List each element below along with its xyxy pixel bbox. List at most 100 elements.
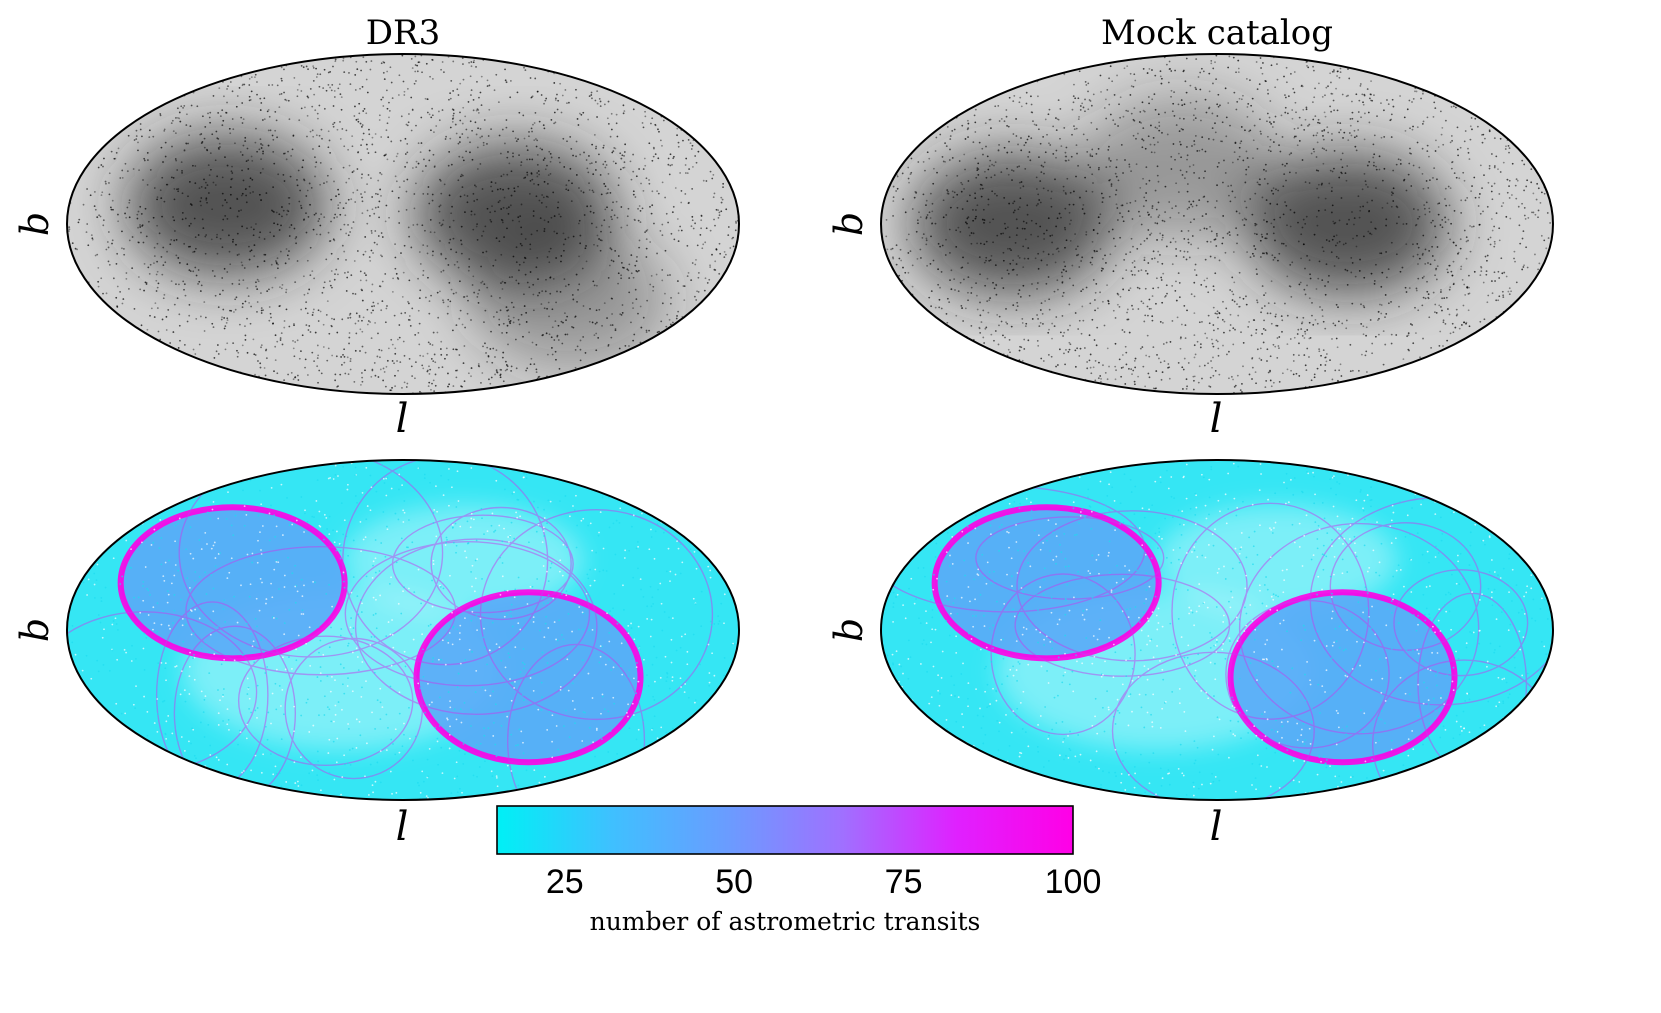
star-point [567,236,570,239]
star-point [246,227,248,230]
star-point [1088,334,1091,337]
star-point [1350,134,1353,137]
star-point [970,242,973,245]
star-point [652,146,655,149]
star-point [1186,208,1189,210]
star-point [472,192,475,195]
star-point [612,201,614,204]
star-point [311,270,314,273]
star-point [102,165,104,168]
star-point [504,68,506,71]
star-point [124,212,126,215]
star-point [948,159,951,161]
star-point [1469,138,1472,141]
star-point [1363,138,1366,141]
star-point [978,256,981,259]
star-point [1260,132,1262,135]
star-point [1270,385,1273,388]
star-point [528,135,530,138]
star-point [1269,121,1271,124]
star-point [1298,140,1301,142]
star-point [117,220,120,223]
star-point [280,77,283,80]
star-point [1006,322,1009,325]
star-point [1141,146,1144,149]
star-point [279,250,282,253]
star-point [1446,308,1449,310]
star-point [1385,224,1387,227]
star-point [1189,221,1192,224]
star-point [407,300,409,303]
star-point [511,219,514,222]
star-point [242,179,245,182]
star-point [298,200,301,203]
star-point [1094,360,1097,362]
star-point [1138,287,1141,290]
star-point [90,234,93,236]
star-point [1412,255,1415,258]
star-point [1285,244,1287,247]
star-point [314,331,317,334]
star-point [1242,94,1244,97]
star-point [394,175,397,178]
star-point [1440,133,1443,136]
star-point [545,332,548,335]
star-point [1333,167,1335,170]
star-point [1199,71,1202,74]
star-point [1151,205,1154,207]
star-point [1409,152,1411,155]
star-point [546,256,549,258]
star-point [560,255,563,257]
star-point [337,385,339,388]
star-point [1047,189,1049,192]
star-point [1252,157,1254,160]
star-point [221,124,224,127]
star-point [486,143,488,145]
star-point [1342,243,1345,246]
star-point [537,278,539,281]
star-point [976,167,979,170]
star-point [1199,88,1202,91]
star-point [1463,321,1466,324]
star-point [499,296,501,299]
star-point [232,238,235,241]
star-point [1267,92,1269,95]
star-point [1353,136,1356,139]
star-point [620,261,623,264]
star-point [537,170,540,172]
star-point [1508,179,1511,182]
star-point [1170,168,1173,170]
star-point [581,267,584,270]
star-point [371,208,374,211]
star-point [497,101,500,104]
star-point [169,342,172,344]
star-point [1259,347,1262,350]
star-point [371,368,374,371]
star-point [1056,217,1059,220]
star-point [1212,324,1215,326]
star-point [1274,315,1277,318]
star-point [1329,169,1332,172]
star-point [623,166,626,169]
star-point [1140,269,1143,272]
star-point [183,149,186,152]
star-point [616,135,619,138]
star-point [1037,128,1040,131]
star-point [1116,207,1119,209]
star-point [1146,305,1149,308]
star-point [1304,332,1307,335]
star-point [643,157,646,160]
star-point [549,292,552,295]
star-point [1187,241,1190,244]
star-point [365,279,368,282]
star-point [464,326,466,329]
star-point [528,131,530,133]
star-point [659,230,662,232]
star-point [487,355,490,358]
star-point [1159,232,1162,235]
star-point [500,282,502,284]
star-point [485,250,488,253]
star-point [156,307,159,309]
star-point [303,293,306,296]
scan-arcs [67,460,714,800]
